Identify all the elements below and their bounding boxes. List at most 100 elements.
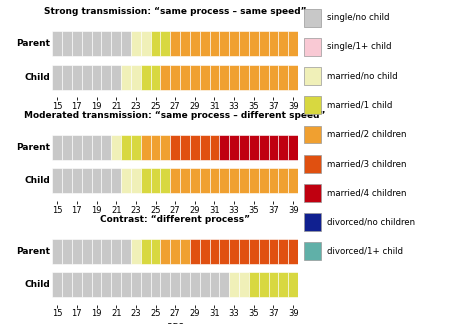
Bar xyxy=(268,135,278,160)
Bar xyxy=(200,272,210,297)
Bar xyxy=(259,64,268,90)
Bar xyxy=(52,168,62,193)
Bar xyxy=(268,64,278,90)
Bar xyxy=(62,31,72,56)
Bar xyxy=(190,239,200,264)
Bar xyxy=(259,31,268,56)
Bar xyxy=(141,239,151,264)
Bar xyxy=(131,31,141,56)
Bar xyxy=(180,31,190,56)
Bar xyxy=(219,239,229,264)
Bar xyxy=(101,168,111,193)
Bar xyxy=(278,239,288,264)
Bar xyxy=(170,64,180,90)
Text: single/1+ child: single/1+ child xyxy=(327,42,391,52)
Bar xyxy=(101,64,111,90)
Text: Parent: Parent xyxy=(16,143,50,152)
Bar xyxy=(82,135,91,160)
Text: Parent: Parent xyxy=(16,40,50,48)
Text: Child: Child xyxy=(24,280,50,289)
Bar xyxy=(91,272,101,297)
Bar xyxy=(91,31,101,56)
Bar xyxy=(210,135,219,160)
Bar xyxy=(259,272,268,297)
Text: Moderated transmission: “same process – different speed”: Moderated transmission: “same process – … xyxy=(25,111,326,120)
Bar xyxy=(141,168,151,193)
Bar xyxy=(82,168,91,193)
Bar xyxy=(268,31,278,56)
Bar xyxy=(180,135,190,160)
Bar xyxy=(239,168,249,193)
Bar xyxy=(210,64,219,90)
Bar xyxy=(141,135,151,160)
Bar xyxy=(249,135,259,160)
Bar xyxy=(52,239,62,264)
Bar xyxy=(82,64,91,90)
Bar xyxy=(249,64,259,90)
Bar xyxy=(91,239,101,264)
Bar xyxy=(180,272,190,297)
Text: Strong transmission: “same process – same speed”: Strong transmission: “same process – sam… xyxy=(44,7,306,16)
Bar xyxy=(268,168,278,193)
Bar xyxy=(219,168,229,193)
Bar xyxy=(170,168,180,193)
Bar xyxy=(101,135,111,160)
Bar xyxy=(190,168,200,193)
Bar xyxy=(170,272,180,297)
Bar xyxy=(229,168,239,193)
Bar xyxy=(259,168,268,193)
Text: Child: Child xyxy=(24,73,50,82)
Bar xyxy=(288,168,298,193)
Bar xyxy=(121,31,131,56)
Bar xyxy=(121,135,131,160)
Bar xyxy=(288,135,298,160)
Bar xyxy=(200,31,210,56)
Bar xyxy=(111,239,121,264)
Bar xyxy=(229,272,239,297)
Bar xyxy=(82,272,91,297)
Bar xyxy=(121,168,131,193)
Bar xyxy=(229,64,239,90)
Bar xyxy=(190,272,200,297)
Bar xyxy=(180,239,190,264)
Bar xyxy=(111,64,121,90)
Bar xyxy=(200,168,210,193)
Bar xyxy=(72,239,82,264)
Bar xyxy=(229,31,239,56)
Bar xyxy=(72,64,82,90)
Bar xyxy=(161,272,170,297)
Text: married/1 child: married/1 child xyxy=(327,101,392,110)
Bar xyxy=(151,64,161,90)
X-axis label: age: age xyxy=(166,321,184,324)
Bar xyxy=(239,135,249,160)
Bar xyxy=(210,239,219,264)
Bar xyxy=(72,31,82,56)
Bar xyxy=(259,135,268,160)
Bar xyxy=(200,239,210,264)
Bar xyxy=(239,239,249,264)
Bar xyxy=(249,168,259,193)
Bar xyxy=(62,239,72,264)
Text: married/2 children: married/2 children xyxy=(327,130,406,139)
Bar xyxy=(91,168,101,193)
Bar xyxy=(62,135,72,160)
Bar xyxy=(200,64,210,90)
Bar xyxy=(170,31,180,56)
Text: single/no child: single/no child xyxy=(327,13,389,22)
Bar xyxy=(62,168,72,193)
Bar xyxy=(111,31,121,56)
Text: Parent: Parent xyxy=(16,247,50,256)
Bar xyxy=(161,31,170,56)
Bar xyxy=(101,31,111,56)
Bar xyxy=(121,64,131,90)
Bar xyxy=(151,239,161,264)
Bar xyxy=(131,135,141,160)
Bar xyxy=(268,272,278,297)
Text: Contrast: “different process”: Contrast: “different process” xyxy=(100,215,250,224)
Text: Child: Child xyxy=(24,176,50,185)
Text: married/no child: married/no child xyxy=(327,72,397,81)
Bar xyxy=(62,272,72,297)
Bar xyxy=(141,272,151,297)
Bar xyxy=(190,135,200,160)
Bar xyxy=(161,239,170,264)
